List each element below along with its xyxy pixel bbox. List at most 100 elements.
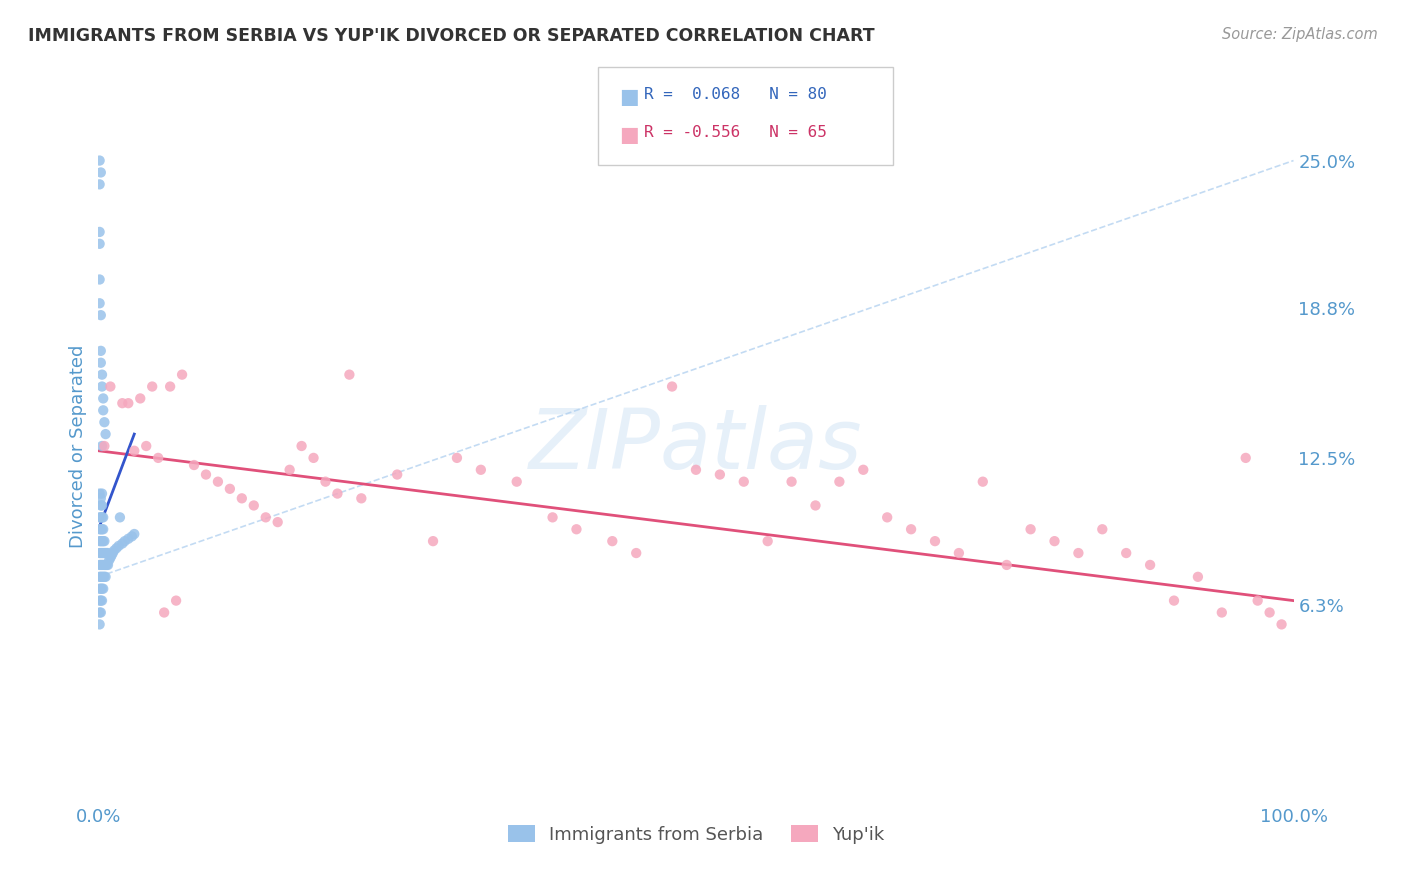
Point (326, 486, 349, 500)
Point (541, 510, 564, 524)
Point (89, 236, 111, 251)
Point (422, 534, 444, 549)
Text: R = -0.556   N = 65: R = -0.556 N = 65 (644, 125, 827, 140)
Text: ■: ■ (619, 125, 638, 145)
Point (124, 443, 146, 458)
Point (756, 534, 779, 549)
Point (117, 396, 139, 410)
Point (148, 450, 170, 465)
Text: R =  0.068   N = 80: R = 0.068 N = 80 (644, 87, 827, 103)
Point (900, 522, 922, 536)
Point (98, 553, 121, 567)
Point (90, 165, 112, 179)
Point (1067, 546, 1090, 560)
Point (90, 491, 112, 506)
Point (90, 356, 112, 370)
Point (91, 593, 114, 607)
Point (94, 546, 117, 560)
Legend: Immigrants from Serbia, Yup'ik: Immigrants from Serbia, Yup'ik (501, 818, 891, 851)
Point (995, 558, 1018, 572)
Point (97, 546, 120, 560)
Point (100, 549, 122, 563)
Point (117, 532, 139, 546)
Point (91, 570, 114, 584)
Point (876, 510, 898, 524)
Text: IMMIGRANTS FROM SERBIA VS YUP'IK DIVORCED OR SEPARATED CORRELATION CHART: IMMIGRANTS FROM SERBIA VS YUP'IK DIVORCE… (28, 27, 875, 45)
Point (90, 558, 112, 572)
Point (254, 510, 277, 524)
Point (89, 178, 111, 192)
Point (339, 368, 361, 382)
Point (91, 510, 114, 524)
Point (97, 558, 120, 572)
Point (207, 475, 229, 489)
Point (89, 296, 111, 310)
Point (91, 582, 114, 596)
Point (93, 570, 115, 584)
Point (94, 570, 117, 584)
Point (165, 593, 187, 607)
Point (89, 522, 111, 536)
Point (91, 403, 114, 417)
Point (470, 463, 492, 477)
Point (828, 475, 851, 489)
Point (685, 463, 707, 477)
Point (105, 541, 128, 556)
Point (626, 546, 648, 560)
Point (111, 396, 134, 410)
Point (89, 486, 111, 500)
Point (291, 439, 314, 453)
Point (90, 522, 112, 536)
Point (101, 546, 124, 560)
Point (153, 606, 176, 620)
Point (733, 475, 755, 489)
Point (91, 439, 114, 453)
Point (90, 499, 112, 513)
Point (90, 606, 112, 620)
Point (91, 522, 114, 536)
Point (1187, 570, 1209, 584)
Point (93, 558, 115, 572)
Point (91, 392, 114, 406)
Point (89, 153, 111, 168)
Point (91, 486, 114, 500)
Point (90, 510, 112, 524)
Text: ZIPatlas: ZIPatlas (529, 406, 863, 486)
Point (278, 463, 301, 477)
Point (91, 558, 114, 572)
Point (1234, 450, 1257, 465)
Point (172, 368, 194, 382)
Point (1271, 617, 1294, 632)
Point (89, 593, 111, 607)
Point (93, 415, 115, 429)
Point (602, 534, 624, 549)
Point (231, 491, 253, 506)
Point (1247, 593, 1270, 607)
Point (129, 392, 152, 406)
Point (94, 558, 117, 572)
Point (350, 491, 373, 506)
Point (1091, 522, 1114, 536)
Point (90, 593, 112, 607)
Y-axis label: Divorced or Separated: Divorced or Separated (69, 344, 87, 548)
Point (1139, 558, 1161, 572)
Point (661, 379, 683, 393)
Point (780, 475, 803, 489)
Point (89, 546, 111, 560)
Point (1211, 606, 1233, 620)
Point (243, 499, 266, 513)
Point (111, 536, 134, 550)
Point (98, 550, 122, 565)
Point (135, 439, 157, 453)
Point (108, 510, 131, 524)
Point (121, 529, 143, 543)
Point (124, 527, 146, 541)
Point (94, 427, 117, 442)
Point (91, 534, 114, 549)
Point (852, 463, 875, 477)
Point (267, 515, 290, 529)
Point (91, 368, 114, 382)
Point (1258, 606, 1281, 620)
Point (195, 467, 218, 482)
Point (90, 582, 112, 596)
